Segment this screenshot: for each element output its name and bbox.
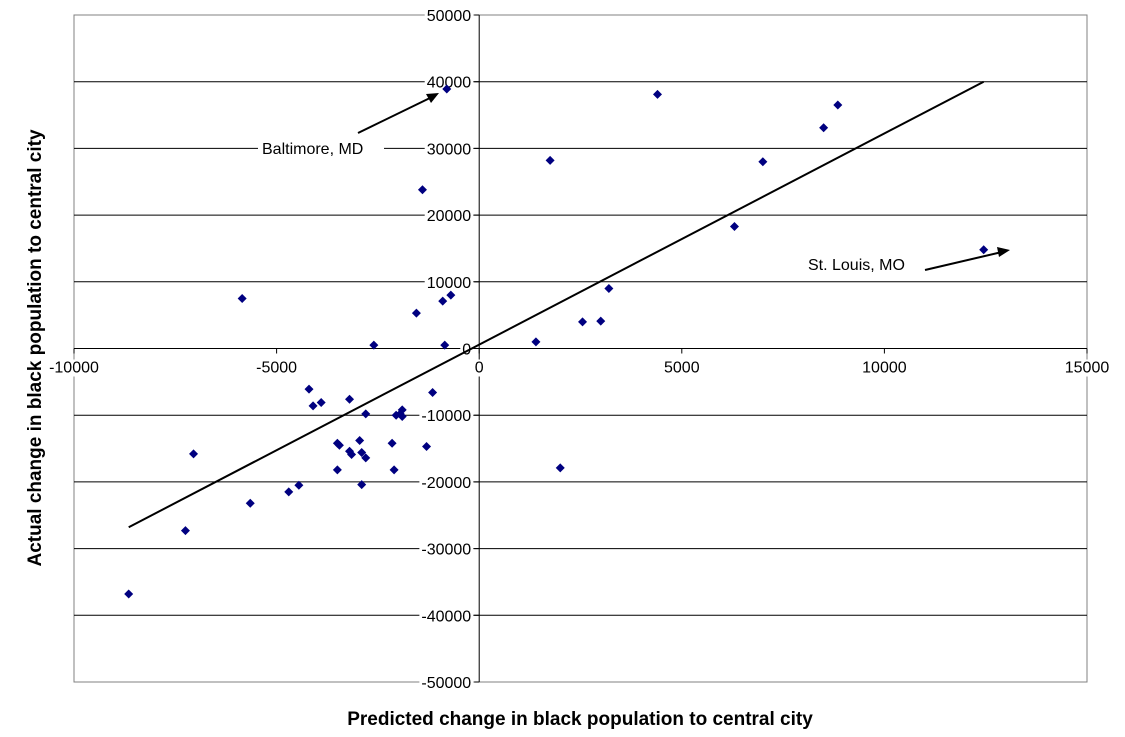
svg-text:-30000: -30000 [421, 542, 471, 559]
x-tick-labels: -10000 -5000 0 5000 10000 15000 [47, 359, 1112, 377]
data-point [422, 442, 432, 452]
data-point [979, 245, 989, 255]
y-tick-label: 10000 [424, 274, 474, 292]
data-point [397, 405, 407, 415]
data-point [440, 340, 450, 350]
data-point [334, 440, 344, 450]
data-point [347, 450, 357, 460]
data-point [308, 401, 318, 411]
y-tick-label: -30000 [419, 541, 474, 559]
y-tick-labels: -50000-40000-30000-20000-100000100002000… [419, 8, 474, 692]
axes [73, 14, 1088, 683]
data-point [361, 453, 371, 463]
data-point [316, 398, 326, 408]
data-point [237, 293, 247, 303]
data-point [833, 100, 843, 110]
svg-text:5000: 5000 [664, 360, 700, 377]
svg-text:-10000: -10000 [49, 360, 99, 377]
data-point [411, 308, 421, 318]
svg-text:15000: 15000 [1065, 360, 1110, 377]
data-point [357, 480, 367, 490]
annotation-arrowhead-baltimore [426, 93, 439, 103]
data-point [555, 463, 565, 473]
y-tick-label: 20000 [424, 208, 474, 226]
y-tick-label: 40000 [424, 74, 474, 92]
annotation-label-background-stlouis [804, 254, 932, 276]
svg-text:-40000: -40000 [421, 608, 471, 625]
svg-text:-5000: -5000 [256, 360, 297, 377]
trend-line [128, 80, 985, 529]
x-tick-label: 15000 [1062, 359, 1112, 377]
x-axis-title: Predicted change in black population to … [347, 709, 813, 730]
data-point [369, 340, 379, 350]
y-tick-label: -20000 [419, 474, 474, 492]
data-point [417, 185, 427, 195]
data-point [397, 412, 407, 422]
svg-text:0: 0 [475, 360, 484, 377]
data-points [124, 84, 989, 599]
y-tick-label: 30000 [424, 141, 474, 159]
annotations: Baltimore, MD St. Louis, MO [258, 93, 1010, 276]
svg-text:30000: 30000 [427, 141, 472, 158]
annotation-arrow-baltimore [357, 96, 433, 134]
y-tick-label: 50000 [424, 8, 474, 25]
x-tick-label: 10000 [860, 359, 909, 377]
x-tick-label: -5000 [254, 359, 300, 377]
data-point [438, 296, 448, 306]
x-tick-label: 5000 [662, 359, 702, 377]
data-point [758, 157, 768, 167]
annotation-arrow-stlouis [924, 251, 1003, 271]
svg-text:40000: 40000 [427, 75, 472, 92]
data-point [729, 221, 739, 231]
data-point [355, 436, 365, 446]
data-point [596, 316, 606, 326]
svg-text:-10000: -10000 [421, 408, 471, 425]
y-tick-label: -40000 [419, 608, 474, 626]
data-point [245, 498, 255, 508]
data-point [545, 155, 555, 165]
data-point [578, 317, 588, 327]
data-point [389, 465, 399, 475]
data-point [442, 84, 452, 94]
data-point [428, 388, 438, 398]
data-point [387, 438, 397, 448]
svg-text:10000: 10000 [862, 360, 907, 377]
data-point [361, 409, 371, 419]
y-axis-title: Actual change in black population to cen… [25, 129, 46, 567]
data-point [819, 123, 829, 133]
data-point [332, 465, 342, 475]
data-point [284, 487, 294, 497]
svg-text:-50000: -50000 [421, 675, 471, 692]
data-point [304, 384, 314, 394]
svg-text:-20000: -20000 [421, 475, 471, 492]
x-tick-label: 0 [472, 359, 486, 377]
svg-text:10000: 10000 [427, 275, 472, 292]
data-point [604, 283, 614, 293]
annotation-label-background-baltimore [258, 137, 384, 159]
annotation-label-stlouis: St. Louis, MO [808, 257, 905, 274]
data-point [652, 89, 662, 99]
svg-text:20000: 20000 [427, 208, 472, 225]
y-tick-label: -50000 [419, 675, 474, 692]
data-point [446, 290, 456, 300]
data-point [357, 448, 367, 458]
data-point [294, 480, 304, 490]
annotation-arrowhead-stlouis [997, 247, 1010, 257]
annotation-label-baltimore: Baltimore, MD [262, 141, 363, 158]
data-point [345, 394, 355, 404]
svg-text:50000: 50000 [427, 8, 472, 25]
data-point [180, 526, 190, 536]
data-point [124, 589, 134, 599]
data-point [189, 449, 199, 459]
data-point [531, 337, 541, 347]
y-tick-label: -10000 [419, 408, 474, 426]
x-tick-label: -10000 [47, 359, 102, 377]
